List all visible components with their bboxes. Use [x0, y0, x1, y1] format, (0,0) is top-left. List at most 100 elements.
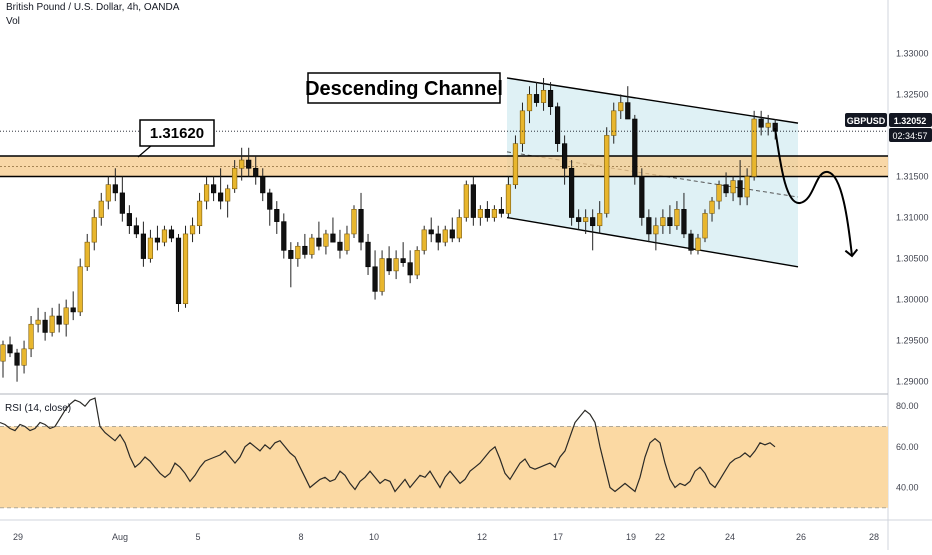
- candle-body: [309, 237, 315, 255]
- time-tick-label: 26: [796, 532, 806, 542]
- candle-body: [211, 184, 217, 194]
- candle: [358, 192, 364, 251]
- candle: [653, 217, 659, 251]
- candle-body: [547, 89, 554, 108]
- candle-body: [681, 209, 687, 235]
- candle-body: [667, 217, 673, 227]
- candle-body: [477, 209, 483, 218]
- candle-body: [737, 180, 743, 198]
- candle: [660, 209, 666, 234]
- candle-body: [218, 192, 224, 202]
- time-tick-label: 8: [298, 532, 303, 542]
- candle-body: [505, 184, 512, 214]
- candle: [758, 110, 764, 136]
- candle: [597, 201, 603, 234]
- candle-body: [175, 237, 182, 305]
- price-tick-label: 1.33000: [896, 48, 929, 58]
- projection-arrow: [774, 127, 859, 258]
- price-tick-label: 1.30000: [896, 295, 929, 305]
- candle: [576, 209, 582, 230]
- rsi-band-layer: [0, 426, 888, 509]
- candle: [316, 221, 322, 251]
- candle-body: [105, 184, 111, 202]
- candle-body: [232, 167, 238, 190]
- candle: [400, 242, 406, 267]
- candle: [133, 217, 139, 239]
- candle: [730, 176, 736, 202]
- candle: [428, 217, 434, 243]
- symbol-title[interactable]: British Pound / U.S. Dollar, 4h, OANDA: [6, 2, 180, 13]
- candle-body: [351, 209, 357, 235]
- candle-body: [84, 241, 90, 268]
- candle: [112, 168, 118, 202]
- candle-body: [653, 225, 659, 235]
- candle: [639, 168, 645, 226]
- candle: [182, 225, 189, 308]
- candle-body: [372, 266, 378, 292]
- candle: [379, 250, 385, 296]
- candle: [604, 127, 610, 218]
- candle: [295, 242, 301, 267]
- candle-body: [119, 192, 125, 214]
- candle-body: [674, 209, 680, 227]
- candle: [569, 160, 575, 226]
- candle: [28, 316, 34, 358]
- candle-body: [498, 209, 505, 214]
- candle-body: [253, 167, 259, 177]
- candle: [14, 348, 20, 382]
- candle: [590, 209, 596, 251]
- candle-body: [267, 192, 273, 210]
- candle: [91, 209, 97, 251]
- candle: [611, 102, 617, 144]
- candle: [98, 192, 104, 226]
- candle: [267, 188, 273, 226]
- candle-body: [393, 258, 399, 272]
- candle-body: [386, 258, 392, 272]
- candle-body: [168, 229, 175, 239]
- candle: [681, 192, 687, 239]
- candle-body: [196, 200, 203, 227]
- candle: [42, 311, 48, 341]
- candle: [119, 176, 125, 222]
- candle-body: [709, 200, 715, 214]
- volume-label[interactable]: Vol: [6, 16, 20, 27]
- candle-body: [365, 241, 371, 268]
- countdown-tag: [889, 128, 932, 142]
- candle: [330, 217, 336, 243]
- symbol-tag-text: GBPUSD: [847, 116, 886, 126]
- candle: [281, 213, 287, 259]
- candle-body: [133, 225, 139, 235]
- candle-body: [337, 241, 343, 251]
- candle-body: [428, 229, 434, 235]
- candle-body: [723, 184, 729, 194]
- time-tick-label: 19: [626, 532, 636, 542]
- candle: [505, 176, 512, 218]
- candle-body: [203, 184, 210, 202]
- support-zone: [0, 155, 888, 177]
- candle-body: [407, 262, 413, 276]
- time-tick-label: 29: [13, 532, 23, 542]
- candle: [484, 201, 490, 222]
- candle-body: [590, 217, 596, 227]
- candle: [189, 217, 196, 243]
- candle-body: [239, 159, 245, 169]
- candle-body: [281, 221, 287, 251]
- candle-body: [744, 176, 750, 198]
- candle: [140, 221, 147, 267]
- price-tick-label: 1.29500: [896, 336, 929, 346]
- rsi-tick-label: 40.00: [896, 482, 919, 492]
- candle-body: [576, 217, 582, 222]
- candle-body: [302, 245, 308, 255]
- candle: [175, 233, 182, 312]
- candle: [0, 340, 6, 378]
- level-callout-pointer: [137, 144, 153, 158]
- candle-body: [688, 233, 694, 251]
- candle-body: [140, 233, 147, 259]
- candle: [456, 209, 462, 243]
- candle: [646, 209, 652, 243]
- candle: [323, 229, 329, 255]
- candle-body: [435, 233, 441, 243]
- symbol-tag: [845, 113, 887, 127]
- candle-body: [28, 323, 34, 350]
- candle: [35, 307, 41, 333]
